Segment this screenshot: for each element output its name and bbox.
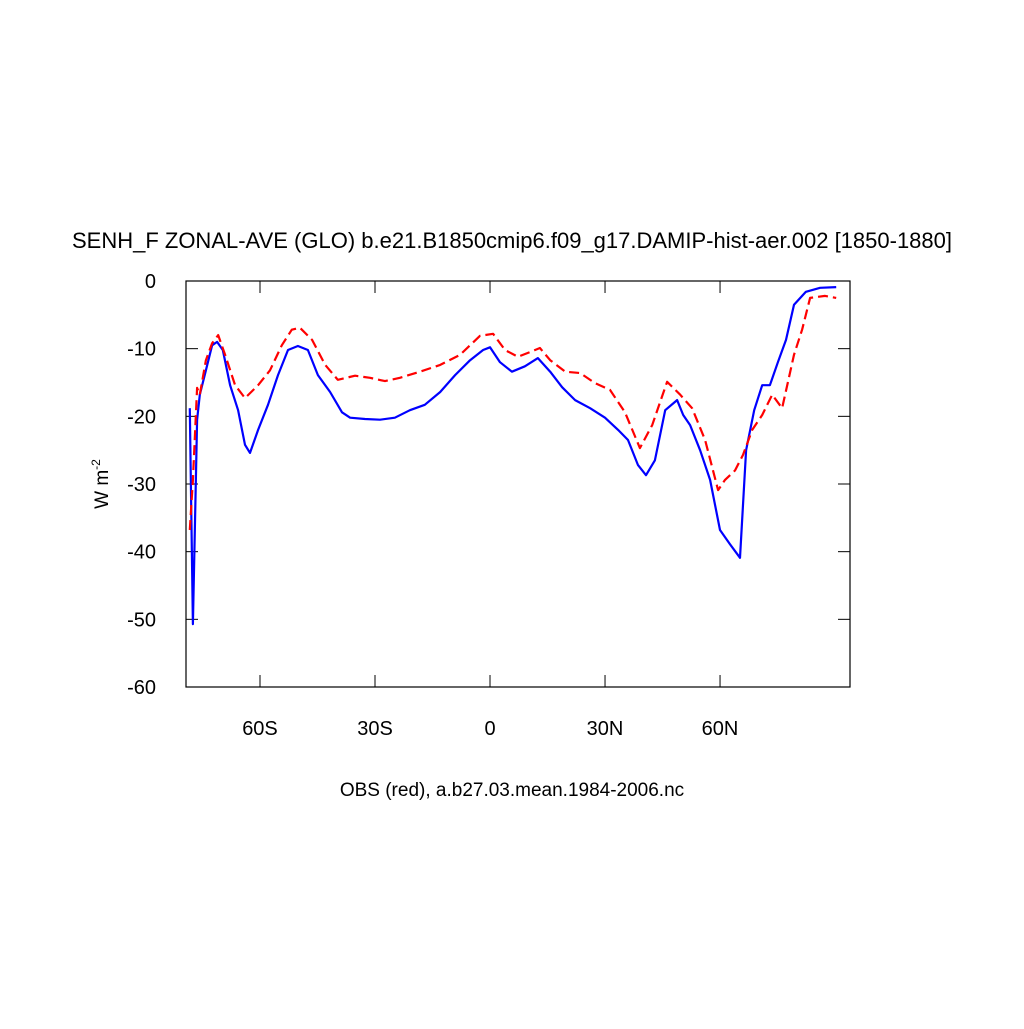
y-tick-label: -20 — [127, 406, 156, 428]
chart-subtitle: OBS (red), a.b27.03.mean.1984-2006.nc — [340, 780, 684, 801]
x-tick-label: 60S — [242, 718, 278, 740]
y-label-superscript: -2 — [89, 459, 103, 470]
y-tick-label: -40 — [127, 542, 156, 564]
series-line — [188, 294, 837, 531]
y-tick-label: -10 — [127, 339, 156, 361]
x-tick-label: 60N — [702, 718, 739, 740]
x-tick-label: 0 — [484, 718, 495, 740]
y-axis-label: W m-2 — [89, 459, 113, 509]
x-tick-label: 30N — [587, 718, 624, 740]
y-tick-label: -60 — [127, 677, 156, 699]
x-tick-label: 30S — [357, 718, 393, 740]
plot-frame — [185, 280, 851, 688]
chart-title: SENH_F ZONAL-AVE (GLO) b.e21.B1850cmip6.… — [72, 228, 952, 253]
y-tick-label: -50 — [127, 609, 156, 631]
y-label-text: W m — [92, 470, 113, 509]
y-tick-label: -30 — [127, 474, 156, 496]
series-line — [188, 286, 837, 626]
y-tick-label: 0 — [145, 271, 156, 293]
